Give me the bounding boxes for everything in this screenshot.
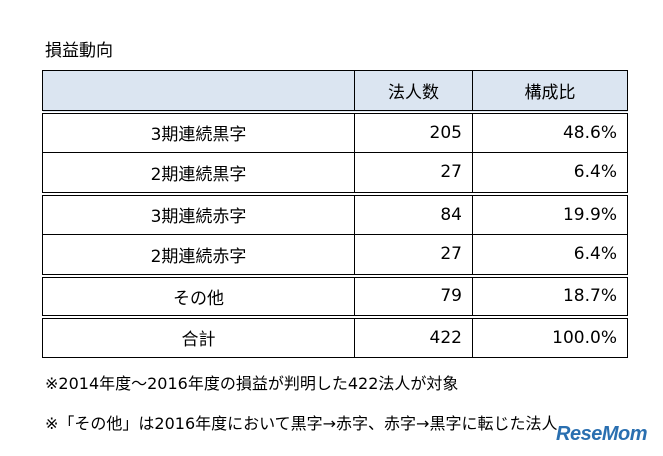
table-row: 3期連続黒字 205 48.6% [42, 109, 628, 153]
page-title: 損益動向 [45, 41, 113, 61]
profit-loss-table: 法人数 構成比 3期連続黒字 205 48.6% 2期連続黒字 27 6.4% … [42, 70, 628, 358]
header-blank-cell [42, 70, 355, 112]
row-label: 2期連続黒字 [42, 152, 355, 194]
row-share: 19.9% [472, 191, 628, 235]
row-label: 2期連続赤字 [42, 234, 355, 276]
row-label: 3期連続黒字 [42, 109, 355, 153]
row-share: 6.4% [472, 234, 628, 276]
row-share: 48.6% [472, 109, 628, 153]
row-label: その他 [42, 273, 355, 317]
table-row: 2期連続赤字 27 6.4% [42, 234, 628, 276]
header-count: 法人数 [354, 70, 473, 112]
row-count: 27 [354, 234, 473, 276]
table-header-row: 法人数 構成比 [42, 70, 628, 112]
row-count: 27 [354, 152, 473, 194]
row-label: 3期連続赤字 [42, 191, 355, 235]
table-row: その他 79 18.7% [42, 273, 628, 317]
resemom-watermark: ReseMom [556, 423, 647, 445]
total-share: 100.0% [472, 314, 628, 358]
footnote-other: ※「その他」は2016年度において黒字→赤字、赤字→黒字に転じた法人 [45, 414, 558, 433]
row-count: 79 [354, 273, 473, 317]
table-total-row: 合計 422 100.0% [42, 314, 628, 358]
total-label: 合計 [42, 314, 355, 358]
row-share: 18.7% [472, 273, 628, 317]
row-share: 6.4% [472, 152, 628, 194]
table-row: 2期連続黒字 27 6.4% [42, 152, 628, 194]
total-count: 422 [354, 314, 473, 358]
footnote-scope: ※2014年度～2016年度の損益が判明した422法人が対象 [45, 374, 459, 393]
table-row: 3期連続赤字 84 19.9% [42, 191, 628, 235]
row-count: 84 [354, 191, 473, 235]
row-count: 205 [354, 109, 473, 153]
header-share: 構成比 [472, 70, 628, 112]
